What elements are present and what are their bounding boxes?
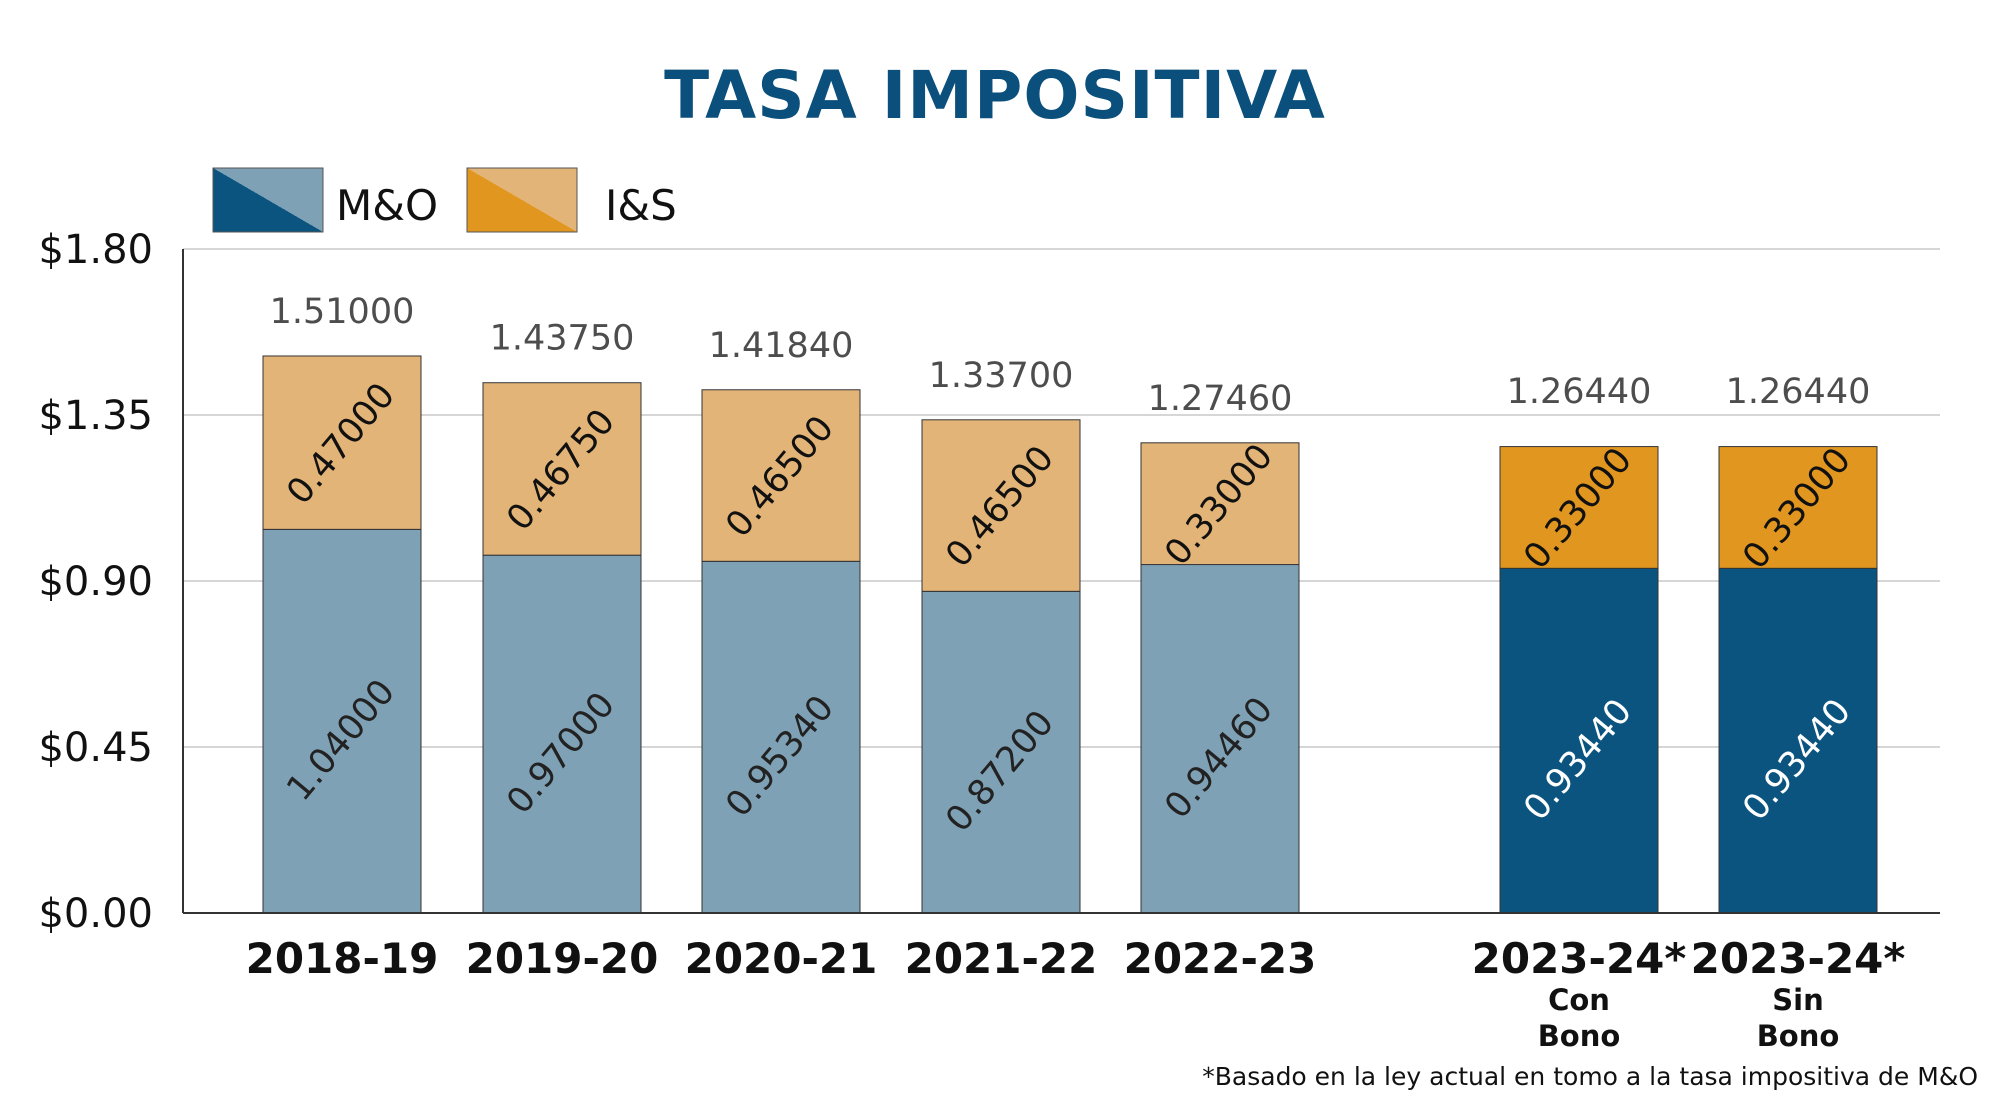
x-tick-sublabel: Con (1548, 983, 1610, 1017)
bar-is (1499, 446, 1659, 569)
axes (182, 249, 1940, 914)
bar-total-label: 1.43750 (490, 319, 635, 359)
bar-is (1140, 442, 1300, 566)
bar-is (262, 355, 422, 530)
legend-label-mo: M&O (336, 181, 438, 230)
x-axis-labels: 2018-19 2019-20 2020-21 2021-22 2022-23 2023-… (246, 934, 1906, 1053)
x-tick-label: 2020-21 (685, 934, 878, 983)
x-tick-sublabel: Sin (1772, 983, 1823, 1017)
x-tick-label: 2022-23 (1124, 934, 1317, 983)
y-tick-label: $0.90 (38, 559, 153, 605)
bar-mo (1499, 567, 1659, 914)
legend-swatch-mo (212, 167, 324, 233)
y-tick-label: $0.00 (38, 891, 153, 937)
x-tick-sublabel: Bono (1538, 1019, 1621, 1053)
bar-total-label: 1.41840 (709, 326, 854, 366)
x-tick-label: 2018-19 (246, 934, 439, 983)
bar-is (482, 382, 642, 556)
legend-swatch-is (466, 167, 578, 233)
legend: M&O I&S (212, 167, 677, 233)
bar-total-label: 1.51000 (270, 292, 415, 332)
x-tick-label: 2021-22 (905, 934, 1098, 983)
chart-title: TASA IMPOSITIVA (664, 57, 1326, 134)
bar-is (1718, 446, 1878, 569)
bar-total-label: 1.33700 (929, 356, 1074, 396)
bar-is (921, 419, 1081, 592)
footnote: *Basado en la ley actual en tomo a la ta… (1202, 1062, 1978, 1091)
y-tick-label: $1.35 (38, 393, 153, 439)
y-axis-ticks: $0.00 $0.45 $0.90 $1.35 $1.80 (38, 227, 153, 937)
bar-mo (701, 560, 861, 914)
bar-total-label: 1.27460 (1148, 379, 1293, 419)
bar-total-label: 1.26440 (1726, 372, 1871, 412)
bar-mo (262, 528, 422, 914)
bar-mo (1140, 564, 1300, 914)
y-tick-label: $1.80 (38, 227, 153, 273)
x-tick-sublabel: Bono (1757, 1019, 1840, 1053)
legend-label-is: I&S (605, 181, 677, 230)
bar-mo (921, 590, 1081, 914)
bar-is (701, 389, 861, 562)
x-tick-label: 2023-24* (1691, 934, 1906, 983)
x-tick-label: 2023-24* (1472, 934, 1687, 983)
bar-mo (1718, 567, 1878, 914)
x-tick-label: 2019-20 (466, 934, 659, 983)
y-tick-label: $0.45 (38, 725, 153, 771)
bar-total-label: 1.26440 (1507, 372, 1652, 412)
